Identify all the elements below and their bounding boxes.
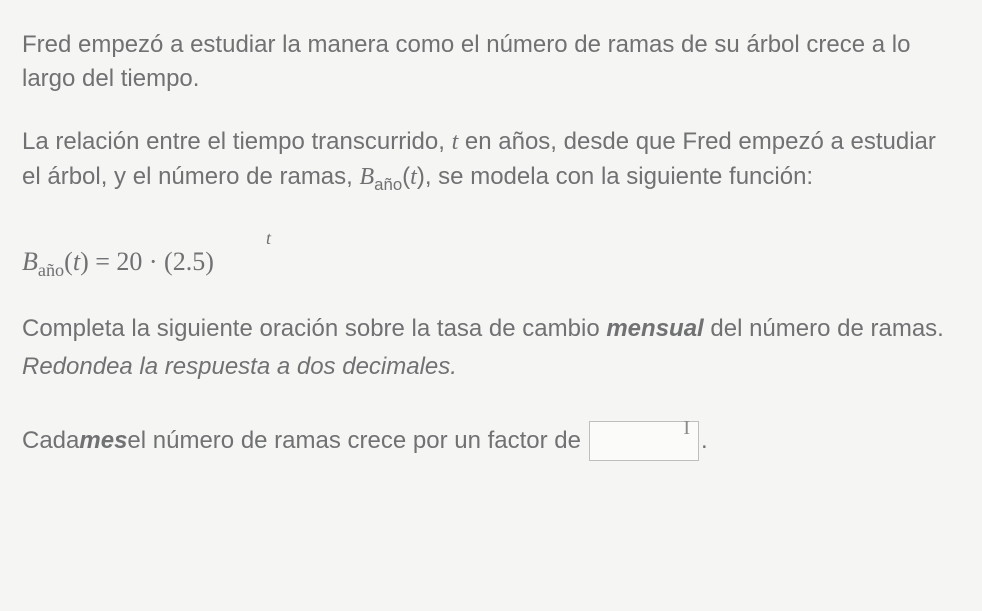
- relation-paragraph: La relación entre el tiempo transcurrido…: [22, 125, 960, 196]
- relation-text-c: , se modela con la siguiente función:: [425, 163, 813, 190]
- text-cursor-icon: I: [683, 414, 690, 442]
- intro-text: Fred empezó a estudiar la manera como el…: [22, 31, 910, 92]
- formula-display: Baño(t) = 20 · (2.5) t: [22, 226, 960, 278]
- instruction-text-b: del número de ramas.: [704, 315, 944, 342]
- rounding-hint: Redondea la respuesta a dos decimales.: [22, 350, 960, 384]
- answer-text-b: el número de ramas crece por un factor d…: [127, 424, 581, 458]
- formula-open-paren: (: [64, 247, 73, 276]
- func-arg-var: t: [410, 164, 417, 190]
- func-close-paren: ): [417, 163, 425, 190]
- func-open-paren: (: [402, 163, 410, 190]
- formula-b-letter: B: [22, 247, 38, 276]
- instruction-emphasis: mensual: [606, 315, 703, 342]
- answer-sentence: Cada mes el número de ramas crece por un…: [22, 421, 960, 461]
- formula-subscript: año: [38, 260, 64, 280]
- instruction-text-a: Completa la siguiente oración sobre la t…: [22, 315, 606, 342]
- factor-input[interactable]: I: [589, 421, 699, 461]
- answer-emphasis: mes: [79, 424, 127, 458]
- formula-base-line: Baño(t) = 20 · (2.5): [22, 244, 214, 284]
- answer-text-a: Cada: [22, 424, 79, 458]
- intro-paragraph: Fred empezó a estudiar la manera como el…: [22, 28, 960, 95]
- func-subscript: año: [374, 175, 402, 194]
- formula-var-t: t: [73, 247, 80, 276]
- formula-rest: ) = 20 · (2.5): [80, 247, 214, 276]
- instruction-paragraph: Completa la siguiente oración sobre la t…: [22, 312, 960, 346]
- formula-exponent: t: [266, 226, 271, 251]
- relation-text-a: La relación entre el tiempo transcurrido…: [22, 128, 452, 155]
- answer-period: .: [701, 424, 708, 458]
- func-b-letter: B: [360, 164, 375, 190]
